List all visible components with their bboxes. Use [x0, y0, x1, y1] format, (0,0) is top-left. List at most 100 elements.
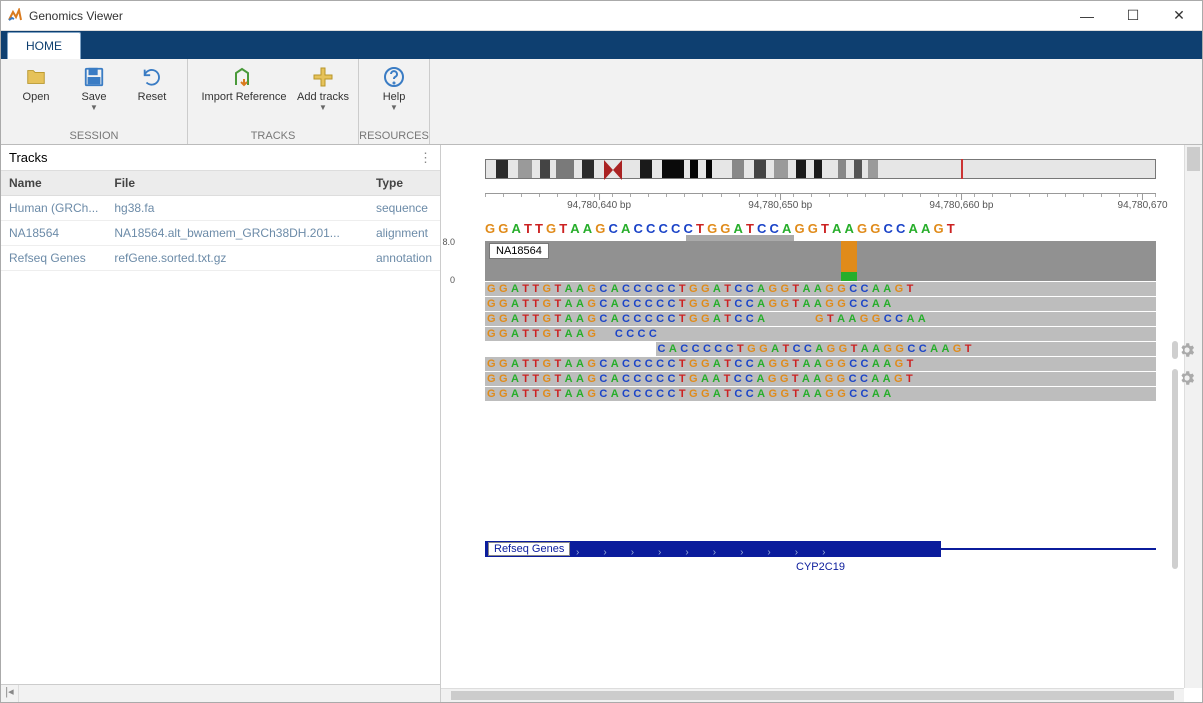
- help-icon: [365, 63, 423, 91]
- table-row[interactable]: NA18564NA18564.alt_bwamem_GRCh38DH.201..…: [1, 221, 440, 246]
- cell-name: Refseq Genes: [1, 246, 106, 271]
- tracks-table: NameFileType Human (GRCh...hg38.fasequen…: [1, 171, 440, 271]
- tracks-panel-menu-icon[interactable]: ⋮: [419, 150, 432, 166]
- ideogram-band: [594, 160, 604, 178]
- seq-track-settings-icon[interactable]: [1178, 341, 1196, 359]
- gene-direction-arrow: ›: [603, 547, 606, 558]
- undo-icon: [123, 63, 181, 91]
- help-button[interactable]: Help▼: [365, 63, 423, 130]
- gene-direction-arrow: ›: [713, 547, 716, 558]
- ideogram-band: [878, 160, 888, 178]
- alignment-read[interactable]: GGATTGTAAGCACCCCCTGGATCCAGGTAAGGCCAAGT: [485, 357, 1156, 371]
- col-file[interactable]: File: [106, 171, 368, 196]
- alignment-track: 8.00 NA18564 GGATTGTAAGCACCCCCTGGATCCAGG…: [485, 241, 1156, 401]
- alignment-read[interactable]: GGATTGTAAGCACCCCCTGGATCCAGGTAAGGCCAAGT: [485, 282, 1156, 296]
- tab-home[interactable]: HOME: [7, 32, 81, 59]
- alignment-read[interactable]: GGATTGTAAGCACCCCCTGGATCCAGGTAAGGCCAA: [485, 387, 1156, 401]
- alignment-read[interactable]: GGATTGTAAGCACCCCCTGGATCCAGTAAGGCCAA: [485, 312, 1156, 326]
- save-icon: [65, 63, 123, 91]
- cell-type: annotation: [368, 246, 440, 271]
- coverage-label: NA18564: [489, 243, 549, 259]
- reference-sequence-track: GGATTGTAAGCACCCCCTGGATCCAGGTAAGGCCAAGT: [485, 221, 1156, 239]
- folder-icon: [7, 63, 65, 91]
- maximize-button[interactable]: ☐: [1110, 1, 1156, 31]
- cov-ymax: 8.0: [442, 237, 455, 247]
- ideogram-band: [574, 160, 582, 178]
- cell-type: alignment: [368, 221, 440, 246]
- ideogram-band: [662, 160, 684, 178]
- group-label: SESSION: [1, 130, 187, 144]
- ruler-tick: 94,780,660 bp: [929, 194, 993, 211]
- gene-direction-arrow: ›: [658, 547, 661, 558]
- addtracks-button[interactable]: Add tracks▼: [294, 63, 352, 130]
- ideogram-band: [582, 160, 594, 178]
- ideogram-band: [838, 160, 846, 178]
- save-button[interactable]: Save▼: [65, 63, 123, 130]
- cell-file: refGene.sorted.txt.gz: [106, 246, 368, 271]
- alignment-read[interactable]: GGATTGTAAGCACCCCCTGAATCCAGGTAAGGCCAAGT: [485, 372, 1156, 386]
- ideogram-band: [622, 160, 640, 178]
- viewer-hscroll[interactable]: [441, 688, 1184, 702]
- ideogram-band: [774, 160, 788, 178]
- gene-direction-arrow: ›: [576, 547, 579, 558]
- ideogram-band: [854, 160, 862, 178]
- ideogram-band: [652, 160, 662, 178]
- chromosome-ideogram[interactable]: [485, 159, 1156, 179]
- alignment-read[interactable]: CACCCCCTGGATCCAGGTAAGGCCAAGT: [656, 342, 1157, 356]
- tracks-panel: Tracks ⋮ NameFileType Human (GRCh...hg38…: [1, 145, 441, 702]
- viewer-vscroll[interactable]: [1184, 145, 1202, 688]
- cell-file: hg38.fa: [106, 196, 368, 221]
- genome-viewer: 94,780,640 bp94,780,650 bp94,780,660 bp9…: [441, 145, 1202, 688]
- alignment-read[interactable]: GGATTGTAAGCCCC: [485, 327, 1156, 341]
- ideogram-band: [754, 160, 766, 178]
- cell-type: sequence: [368, 196, 440, 221]
- group-label: TRACKS: [188, 130, 358, 144]
- gene-bar[interactable]: Refseq Genes ››››››››››: [485, 541, 941, 557]
- aln-track-settings-icon[interactable]: [1178, 369, 1196, 387]
- table-row[interactable]: Refseq GenesrefGene.sorted.txt.gzannotat…: [1, 246, 440, 271]
- plus-icon: [294, 63, 352, 91]
- coverage-bar: 8.00 NA18564: [485, 241, 1156, 281]
- cov-ymin: 0: [450, 275, 455, 285]
- ribbon-tabstrip: HOME: [1, 31, 1202, 59]
- ideogram-band: [822, 160, 838, 178]
- ideogram-band: [846, 160, 854, 178]
- ideogram-band: [698, 160, 706, 178]
- cell-name: NA18564: [1, 221, 106, 246]
- close-button[interactable]: ✕: [1156, 1, 1202, 31]
- back-button[interactable]: |◂: [1, 685, 19, 702]
- titlebar: Genomics Viewer — ☐ ✕: [1, 1, 1202, 31]
- cell-name: Human (GRCh...: [1, 196, 106, 221]
- ideogram-band: [806, 160, 814, 178]
- position-ruler: 94,780,640 bp94,780,650 bp94,780,660 bp9…: [485, 193, 1156, 221]
- group-label: RESOURCES: [359, 130, 429, 144]
- app-window: Genomics Viewer — ☐ ✕ HOME OpenSave▼Rese…: [0, 0, 1203, 703]
- reset-button[interactable]: Reset: [123, 63, 181, 130]
- col-name[interactable]: Name: [1, 171, 106, 196]
- open-button[interactable]: Open: [7, 63, 65, 130]
- coverage-highlight: [841, 272, 858, 281]
- alignment-read[interactable]: GGATTGTAAGCACCCCCTGGATCCAGGTAAGGCCAA: [485, 297, 1156, 311]
- gene-direction-arrow: ›: [822, 547, 825, 558]
- table-row[interactable]: Human (GRCh...hg38.fasequence: [1, 196, 440, 221]
- aln-track-scroll[interactable]: [1172, 369, 1178, 569]
- ruler-tick: 94,780,640 bp: [567, 194, 631, 211]
- ideogram-band: [814, 160, 822, 178]
- ideogram-band: [486, 160, 496, 178]
- ideogram-band: [508, 160, 518, 178]
- ribbon-toolbar: OpenSave▼ResetSESSION Import ReferenceAdd…: [1, 59, 1202, 145]
- importref-icon: [194, 63, 294, 91]
- ruler-tick: 94,780,670: [1118, 194, 1168, 211]
- gene-direction-arrow: ›: [740, 547, 743, 558]
- col-type[interactable]: Type: [368, 171, 440, 196]
- gene-direction-arrow: ›: [685, 547, 688, 558]
- gene-direction-arrow: ›: [767, 547, 770, 558]
- minimize-button[interactable]: —: [1064, 1, 1110, 31]
- ideogram-band: [518, 160, 532, 178]
- importref-button[interactable]: Import Reference: [194, 63, 294, 130]
- region-marker[interactable]: [961, 159, 963, 179]
- gene-direction-arrow: ›: [631, 547, 634, 558]
- ideogram-band: [690, 160, 698, 178]
- ideogram-band: [788, 160, 796, 178]
- cell-file: NA18564.alt_bwamem_GRCh38DH.201...: [106, 221, 368, 246]
